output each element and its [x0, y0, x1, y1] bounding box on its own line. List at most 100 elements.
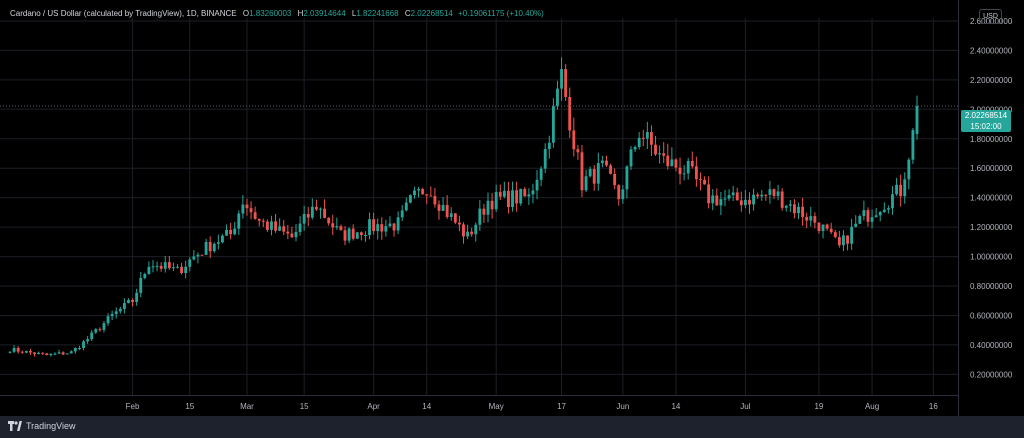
- candle-body: [658, 153, 662, 155]
- candle-body: [772, 189, 776, 196]
- candle-body: [159, 265, 163, 269]
- candle-body: [114, 311, 118, 314]
- candle-body: [899, 184, 903, 197]
- candle-body: [854, 223, 858, 227]
- candle-body: [474, 224, 478, 235]
- candle-body: [470, 231, 474, 235]
- candle-body: [907, 159, 911, 180]
- candle-body: [707, 184, 711, 204]
- candlestick-chart[interactable]: 2.60000000 2.40000000 2.20000000 2.00000000…: [0, 0, 1024, 416]
- candle-body: [478, 208, 482, 225]
- tradingview-logo[interactable]: TradingView: [8, 421, 76, 431]
- close-label: C: [404, 9, 411, 18]
- candle-body: [302, 214, 306, 224]
- candle-body: [507, 190, 510, 208]
- candle-body: [874, 215, 878, 218]
- candle-body: [445, 205, 449, 218]
- candle-body: [372, 219, 376, 232]
- candle-body: [364, 235, 367, 237]
- candle-body: [715, 195, 719, 206]
- candle-body: [674, 159, 678, 168]
- candle-body: [617, 185, 621, 200]
- candle-body: [531, 190, 535, 195]
- candle-body: [682, 173, 686, 175]
- candle-body: [829, 228, 833, 233]
- candle-body: [727, 195, 731, 199]
- candle-body: [694, 166, 698, 180]
- y-tick-label: 0.20000000: [970, 370, 1013, 379]
- high-label: H: [297, 9, 304, 18]
- candle-body: [20, 351, 24, 353]
- symbol-title[interactable]: Cardano / US Dollar (calculated by Tradi…: [10, 9, 237, 18]
- candle-body: [498, 192, 502, 197]
- change-value: +0.19061175 (+10.40%): [458, 9, 544, 18]
- candle-body: [73, 348, 77, 352]
- candle-body: [196, 254, 200, 257]
- candle-body: [703, 179, 706, 185]
- y-tick-label: 2.20000000: [970, 76, 1013, 85]
- candle-body: [821, 224, 825, 232]
- candle-body: [511, 190, 514, 208]
- candle-body: [678, 167, 682, 175]
- candle-body: [797, 206, 800, 214]
- bottom-bar: TradingView: [0, 416, 1024, 438]
- candle-body: [237, 213, 241, 229]
- candle-body: [184, 266, 188, 274]
- candle-body: [221, 235, 224, 243]
- x-tick-label: 15: [300, 402, 309, 411]
- candle-body: [625, 166, 629, 190]
- candle-body: [801, 206, 805, 217]
- candle-body: [784, 205, 788, 208]
- candle-body: [670, 159, 674, 167]
- candle-body: [347, 228, 351, 241]
- candle-body: [335, 226, 339, 228]
- candle-body: [37, 352, 41, 355]
- candle-body: [413, 190, 416, 196]
- x-tick-label: 19: [814, 402, 823, 411]
- candle-body: [65, 353, 69, 355]
- candle-body: [482, 208, 486, 215]
- x-tick-label: 17: [557, 402, 566, 411]
- candle-body: [265, 221, 269, 230]
- candle-body: [666, 155, 670, 167]
- candle-body: [49, 353, 53, 356]
- y-tick-label: 0.80000000: [970, 282, 1013, 291]
- candle-body: [731, 192, 735, 196]
- candle-body: [171, 267, 175, 269]
- candle-body: [486, 200, 490, 215]
- candle-body: [825, 224, 829, 229]
- candle-body: [208, 241, 212, 252]
- candle-body: [216, 242, 220, 244]
- candle-body: [122, 303, 126, 309]
- candle-body: [870, 217, 874, 222]
- candle-body: [560, 69, 563, 89]
- candle-body: [886, 208, 890, 210]
- candle-body: [523, 188, 527, 197]
- candle-body: [106, 316, 110, 324]
- chart-area[interactable]: [0, 0, 1024, 416]
- y-tick-label: 1.40000000: [970, 194, 1013, 203]
- candle-body: [882, 209, 886, 213]
- y-tick-label: 1.20000000: [970, 223, 1013, 232]
- symbol-header: Cardano / US Dollar (calculated by Tradi…: [10, 9, 544, 18]
- candle-body: [233, 228, 237, 235]
- candle-body: [584, 176, 588, 191]
- candle-body: [298, 223, 302, 232]
- candle-body: [53, 353, 57, 355]
- candle-body: [167, 262, 171, 269]
- candle-body: [310, 206, 314, 218]
- low-label: L: [351, 9, 357, 18]
- candle-body: [813, 216, 817, 223]
- candle-body: [143, 274, 147, 278]
- currency-button[interactable]: USD: [979, 9, 1002, 24]
- y-tick-label: 1.60000000: [970, 164, 1013, 173]
- candle-body: [457, 222, 461, 225]
- candle-body: [735, 192, 739, 201]
- candle-body: [102, 323, 106, 330]
- candle-body: [809, 216, 813, 221]
- y-tick-label: 1.80000000: [970, 135, 1013, 144]
- candle-body: [837, 237, 841, 246]
- x-tick-label: Jun: [616, 402, 629, 411]
- candle-body: [862, 210, 866, 217]
- candle-body: [633, 147, 637, 150]
